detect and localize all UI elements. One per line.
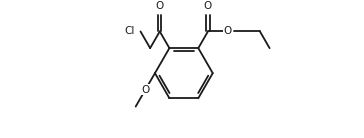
Text: O: O [156,1,164,11]
Text: O: O [141,85,150,95]
Text: O: O [204,1,212,11]
Text: Cl: Cl [124,26,135,36]
Text: O: O [223,26,232,36]
